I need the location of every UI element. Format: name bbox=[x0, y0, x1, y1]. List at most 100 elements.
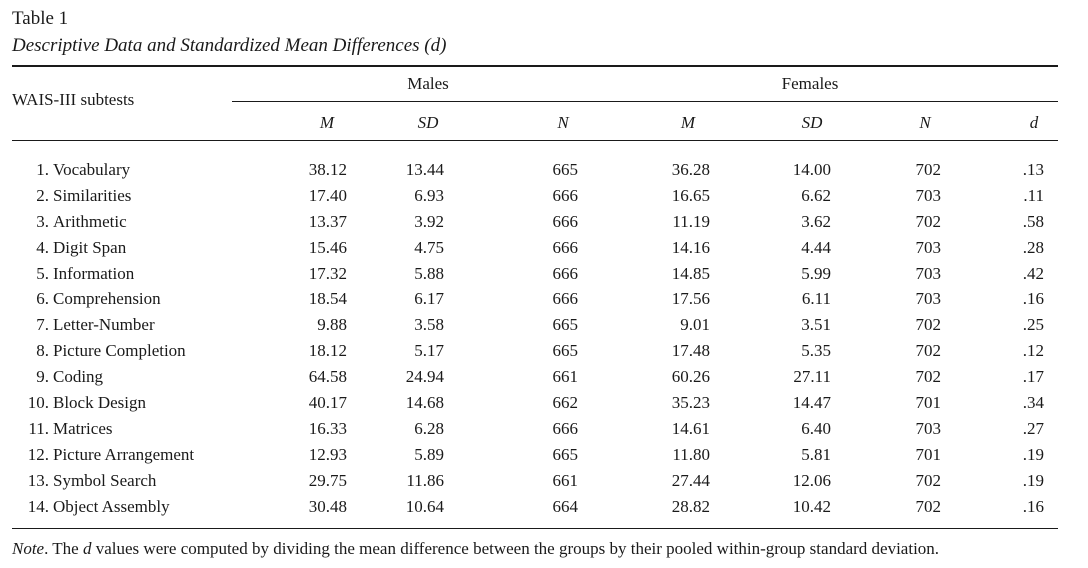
cell-female-n: 703 bbox=[915, 185, 942, 205]
table-row: 1. Vocabulary 38.12 13.44 665 36.28 14.00 702 .1… bbox=[0, 160, 1088, 186]
cell-female-sd: 10.42 bbox=[792, 496, 831, 516]
header-rule bbox=[12, 140, 1058, 141]
cell-female-n: 702 bbox=[915, 211, 942, 231]
column-header-male-sd: SD bbox=[417, 113, 439, 132]
cell-male-sd: 6.93 bbox=[414, 185, 444, 205]
cell-male-sd: 5.88 bbox=[414, 263, 444, 283]
cell-female-mean: 14.16 bbox=[671, 237, 710, 257]
cell-male-mean: 30.48 bbox=[308, 496, 347, 516]
row-number: 12. bbox=[27, 444, 49, 464]
cell-d: .58 bbox=[1022, 211, 1044, 231]
cell-d: .19 bbox=[1022, 470, 1044, 490]
table-row: 6. Comprehension 18.54 6.17 666 17.56 6.11 703.… bbox=[0, 289, 1088, 315]
cell-female-mean: 35.23 bbox=[671, 393, 710, 413]
cell-female-n: 701 bbox=[915, 393, 942, 413]
bottom-rule bbox=[12, 528, 1058, 529]
cell-male-sd: 3.92 bbox=[414, 211, 444, 231]
table-row: 13. Symbol Search 29.75 11.86 661 27.44 12.06 7… bbox=[0, 471, 1088, 497]
cell-female-n: 702 bbox=[915, 496, 942, 516]
cell-female-mean: 14.85 bbox=[671, 263, 710, 283]
table-row: 3. Arithmetic 13.37 3.92 666 11.19 3.62 702 .58 bbox=[0, 212, 1088, 238]
cell-female-mean: 17.48 bbox=[671, 341, 710, 361]
cell-d: .19 bbox=[1022, 444, 1044, 464]
cell-female-mean: 36.28 bbox=[671, 160, 710, 179]
cell-female-n: 703 bbox=[915, 289, 942, 309]
group-header-males: Males bbox=[407, 74, 449, 93]
table-caption-label: Table 1 bbox=[12, 8, 69, 29]
cell-male-n: 666 bbox=[552, 263, 579, 283]
cell-male-sd: 5.17 bbox=[414, 341, 444, 361]
cell-female-n: 703 bbox=[915, 418, 942, 438]
table-row: 7. Letter-Number 9.88 3.58 665 9.01 3.51 702 .25 bbox=[0, 315, 1088, 341]
table-row: 2. Similarities 17.40 6.93 666 16.65 6.62 703 .1… bbox=[0, 186, 1088, 212]
subtest-name: Picture Completion bbox=[53, 341, 186, 361]
table-row: 5. Information 17.32 5.88 666 14.85 5.99 703 .42 bbox=[0, 264, 1088, 290]
cell-male-mean: 18.54 bbox=[308, 289, 347, 309]
table-row: 12. Picture Arrangement 12.93 5.89 665 11.80 5… bbox=[0, 445, 1088, 471]
cell-female-sd: 6.40 bbox=[801, 418, 831, 438]
top-rule bbox=[12, 65, 1058, 67]
cell-d: .13 bbox=[1022, 160, 1044, 179]
subtest-name: Coding bbox=[53, 367, 104, 387]
table-row: 11. Matrices 16.33 6.28 666 14.61 6.40 703 .27 bbox=[0, 419, 1088, 445]
cell-male-n: 665 bbox=[552, 341, 579, 361]
cell-female-sd: 5.99 bbox=[801, 263, 831, 283]
cell-male-sd: 11.86 bbox=[406, 470, 444, 490]
row-number: 2. bbox=[36, 185, 49, 205]
subtest-name: Similarities bbox=[53, 185, 132, 205]
subtest-name: Arithmetic bbox=[53, 211, 127, 231]
cell-d: .27 bbox=[1022, 418, 1044, 438]
cell-male-n: 662 bbox=[552, 393, 579, 413]
subtest-name: Block Design bbox=[53, 393, 147, 413]
group-header-females: Females bbox=[781, 74, 839, 93]
row-number: 5. bbox=[36, 263, 49, 283]
subtest-name: Digit Span bbox=[53, 237, 127, 257]
cell-female-mean: 27.44 bbox=[671, 470, 710, 490]
table-row: 8. Picture Completion 18.12 5.17 665 17.48 5.3… bbox=[0, 341, 1088, 367]
cell-d: .17 bbox=[1022, 367, 1044, 387]
cell-male-mean: 16.33 bbox=[308, 418, 347, 438]
note-symbol: d bbox=[82, 539, 92, 558]
cell-d: .34 bbox=[1022, 393, 1044, 413]
column-header-male-mean: M bbox=[319, 113, 335, 132]
row-number: 14. bbox=[27, 496, 49, 516]
cell-female-sd: 6.62 bbox=[801, 185, 831, 205]
cell-male-mean: 13.37 bbox=[308, 211, 347, 231]
subtest-name: Matrices bbox=[53, 418, 113, 438]
cell-male-n: 666 bbox=[552, 289, 579, 309]
cell-male-n: 666 bbox=[552, 418, 579, 438]
cell-male-n: 665 bbox=[552, 315, 579, 335]
cell-male-sd: 3.58 bbox=[414, 315, 444, 335]
cell-male-mean: 40.17 bbox=[308, 393, 347, 413]
cell-female-sd: 5.35 bbox=[801, 341, 831, 361]
cell-male-n: 665 bbox=[552, 444, 579, 464]
row-number: 13. bbox=[27, 470, 49, 490]
column-header-female-sd: SD bbox=[801, 113, 823, 132]
cell-female-sd: 5.81 bbox=[801, 444, 831, 464]
cell-d: .16 bbox=[1022, 496, 1044, 516]
table-row: 9. Coding 64.58 24.94 661 60.26 27.11 702 .17 bbox=[0, 367, 1088, 393]
row-number: 7. bbox=[36, 315, 49, 335]
table-row: 14. Object Assembly 30.48 10.64 664 28.82 10.4… bbox=[0, 497, 1088, 523]
cell-male-n: 665 bbox=[552, 160, 579, 179]
cell-male-n: 661 bbox=[552, 470, 579, 490]
cell-male-sd: 6.17 bbox=[414, 289, 444, 309]
cell-female-n: 701 bbox=[915, 444, 942, 464]
cell-male-sd: 4.75 bbox=[414, 237, 444, 257]
cell-male-n: 664 bbox=[552, 496, 579, 516]
cell-female-sd: 4.44 bbox=[801, 237, 831, 257]
cell-male-sd: 13.44 bbox=[405, 160, 444, 179]
cell-d: .25 bbox=[1022, 315, 1044, 335]
cell-female-mean: 28.82 bbox=[671, 496, 710, 516]
note-text-1: . The bbox=[44, 539, 83, 558]
cell-female-sd: 12.06 bbox=[792, 470, 831, 490]
column-header-d: d bbox=[1029, 113, 1039, 132]
cell-male-n: 666 bbox=[552, 211, 579, 231]
cell-male-sd: 10.64 bbox=[405, 496, 444, 516]
cell-male-n: 666 bbox=[552, 185, 579, 205]
cell-female-mean: 14.61 bbox=[671, 418, 710, 438]
subtest-name: Symbol Search bbox=[53, 470, 157, 490]
cell-male-sd: 14.68 bbox=[405, 393, 444, 413]
table-row: 4. Digit Span 15.46 4.75 666 14.16 4.44 703 .28 bbox=[0, 238, 1088, 264]
subtest-name: Object Assembly bbox=[53, 496, 170, 516]
